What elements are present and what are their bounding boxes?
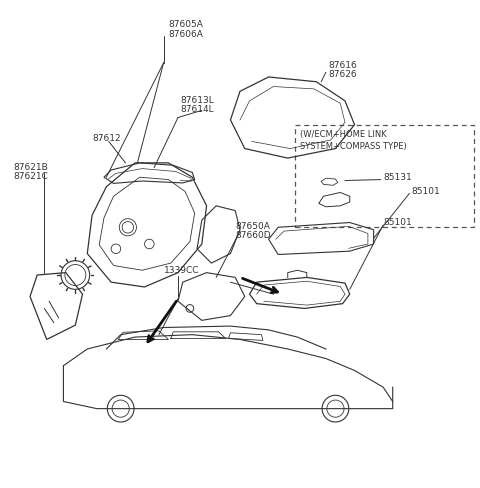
Text: 1339CC: 1339CC — [164, 266, 199, 275]
Text: 87613L: 87613L — [180, 96, 214, 105]
Text: 85101: 85101 — [412, 187, 441, 196]
Text: 87621C: 87621C — [13, 172, 48, 181]
Text: 87614L: 87614L — [180, 105, 214, 114]
Text: 85131: 85131 — [383, 173, 412, 182]
Text: 87660D: 87660D — [235, 231, 271, 240]
Text: 87612: 87612 — [92, 134, 120, 142]
Text: 87606A: 87606A — [168, 29, 204, 39]
Text: (W/ECM+HOME LINK
SYSTEM+COMPASS TYPE): (W/ECM+HOME LINK SYSTEM+COMPASS TYPE) — [300, 130, 407, 151]
Text: 85101: 85101 — [383, 218, 412, 227]
Text: 87605A: 87605A — [168, 20, 204, 29]
Text: 87626: 87626 — [328, 70, 357, 79]
Text: 87616: 87616 — [328, 61, 357, 70]
Text: 87621B: 87621B — [13, 163, 48, 172]
Text: 87650A: 87650A — [235, 222, 270, 231]
